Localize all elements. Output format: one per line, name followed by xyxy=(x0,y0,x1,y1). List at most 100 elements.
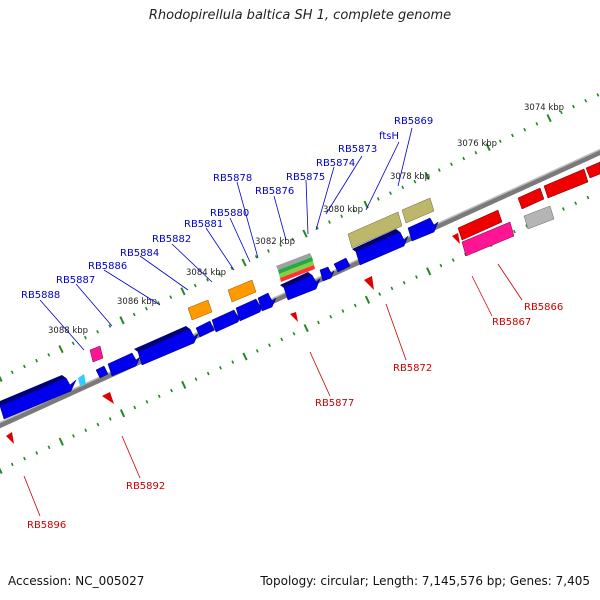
gene-magenta[interactable] xyxy=(89,345,104,363)
gene-red-small[interactable] xyxy=(290,312,298,322)
scale-tick-minor xyxy=(96,422,100,427)
gene-label-RB5872[interactable]: RB5872 xyxy=(393,363,432,374)
scale-tick-major xyxy=(485,142,491,152)
leader-line xyxy=(139,255,189,291)
gene-orange[interactable] xyxy=(227,279,257,303)
gene-label-ftsH[interactable]: ftsH xyxy=(379,131,399,142)
gene-label-RB5866[interactable]: RB5866 xyxy=(524,302,563,313)
gene-orange[interactable] xyxy=(187,299,213,321)
scale-tick-minor xyxy=(108,417,112,421)
gene-label-RB5867[interactable]: RB5867 xyxy=(492,317,531,328)
gene-arrow[interactable] xyxy=(95,365,109,379)
scale-tick-minor xyxy=(389,191,392,195)
scale-tick-minor xyxy=(280,337,284,342)
scale-tick-major xyxy=(302,229,308,238)
scale-tick-minor xyxy=(574,201,578,206)
gene-label-RB5896[interactable]: RB5896 xyxy=(27,520,66,531)
scale-tick-minor xyxy=(562,207,565,211)
scale-tick-minor xyxy=(206,278,209,282)
gene-grey[interactable] xyxy=(523,205,555,230)
gene-label-RB5878[interactable]: RB5878 xyxy=(213,173,252,184)
leader-line xyxy=(23,475,41,517)
scale-tick-minor xyxy=(279,243,283,247)
scale-tick-minor xyxy=(378,292,382,296)
gene-label-RB5892[interactable]: RB5892 xyxy=(126,481,165,492)
gene-label-RB5875[interactable]: RB5875 xyxy=(286,172,325,183)
gene-arrow[interactable] xyxy=(319,266,335,282)
leader-line xyxy=(171,243,213,283)
gene-pink[interactable] xyxy=(461,221,515,257)
gene-arrow[interactable] xyxy=(107,352,141,377)
scale-tick-minor xyxy=(401,185,405,190)
scale-tick-minor xyxy=(291,237,295,242)
scale-tick-major xyxy=(58,437,64,446)
leader-line xyxy=(39,299,85,351)
gene-red-small[interactable] xyxy=(102,392,114,404)
gene-cyan[interactable] xyxy=(78,374,86,386)
gene-label-RB5888[interactable]: RB5888 xyxy=(21,290,60,301)
scale-tick-minor xyxy=(145,400,149,404)
gene-label-RB5876[interactable]: RB5876 xyxy=(255,186,294,197)
gene-khaki[interactable] xyxy=(401,197,435,224)
leader-line xyxy=(273,195,287,241)
gene-red[interactable] xyxy=(457,209,503,241)
scale-tick-minor xyxy=(498,139,502,143)
gene-red[interactable] xyxy=(517,187,545,210)
scale-tick-minor xyxy=(35,451,39,455)
leader-line xyxy=(75,283,113,327)
gene-label-RB5869[interactable]: RB5869 xyxy=(394,116,433,127)
gene-arrow[interactable] xyxy=(257,292,277,312)
scale-tick-minor xyxy=(10,462,14,467)
leader-line xyxy=(205,227,235,271)
scale-tick-major xyxy=(119,316,125,325)
gene-arrow[interactable] xyxy=(333,257,351,273)
scale-tick-minor xyxy=(96,329,100,334)
gene-red[interactable] xyxy=(585,161,600,179)
leader-line xyxy=(325,155,363,215)
scale-tick-minor xyxy=(329,314,333,319)
scale-tick-major xyxy=(364,295,371,304)
leader-line xyxy=(103,269,161,306)
gene-label-RB5874[interactable]: RB5874 xyxy=(316,158,355,169)
scale-tick-minor xyxy=(437,168,441,172)
gene-label-RB5886[interactable]: RB5886 xyxy=(88,261,127,272)
gene-label-RB5877[interactable]: RB5877 xyxy=(315,398,354,409)
gene-arrow[interactable] xyxy=(235,298,264,322)
scale-label-3082: 3082 kbp xyxy=(255,237,295,247)
gene-label-RB5873[interactable]: RB5873 xyxy=(338,144,377,155)
gene-red-small[interactable] xyxy=(364,276,374,290)
scale-tick-major xyxy=(119,409,126,418)
scale-tick-minor xyxy=(439,263,443,268)
scale-tick-minor xyxy=(292,331,296,336)
gene-label-RB5882[interactable]: RB5882 xyxy=(152,234,191,245)
gene-label-RB5887[interactable]: RB5887 xyxy=(56,275,95,286)
gene-label-RB5881[interactable]: RB5881 xyxy=(184,219,223,230)
scale-tick-minor xyxy=(341,309,345,313)
gene-red-small[interactable] xyxy=(6,432,14,444)
accession-text: Accession: NC_005027 xyxy=(8,574,145,588)
scale-tick-minor xyxy=(511,133,514,138)
gene-arrow[interactable] xyxy=(407,217,439,242)
scale-tick-minor xyxy=(219,366,222,370)
gene-arrow[interactable] xyxy=(211,309,242,333)
gene-red[interactable] xyxy=(543,168,589,199)
gene-multicolour[interactable] xyxy=(276,253,315,282)
gene-arrow-face xyxy=(134,326,190,352)
scale-tick-minor xyxy=(254,254,258,259)
scale-tick-major xyxy=(0,467,3,475)
leader-line xyxy=(315,166,335,231)
scale-tick-minor xyxy=(415,275,418,279)
leader-line xyxy=(305,179,309,235)
reverse-strand-genes xyxy=(6,161,600,444)
leader-line xyxy=(236,181,259,259)
scale-tick-minor xyxy=(231,360,235,364)
scale-tick-minor xyxy=(268,343,271,347)
scale-tick-minor xyxy=(132,312,136,317)
gene-red-small[interactable] xyxy=(452,233,460,244)
scale-tick-minor xyxy=(218,272,222,276)
gene-khaki[interactable] xyxy=(347,211,403,249)
gene-arrow[interactable] xyxy=(195,320,215,338)
gene-label-RB5884[interactable]: RB5884 xyxy=(120,248,159,259)
genome-summary-text: Topology: circular; Length: 7,145,576 bp… xyxy=(260,574,590,588)
gene-label-RB5880[interactable]: RB5880 xyxy=(210,208,249,219)
